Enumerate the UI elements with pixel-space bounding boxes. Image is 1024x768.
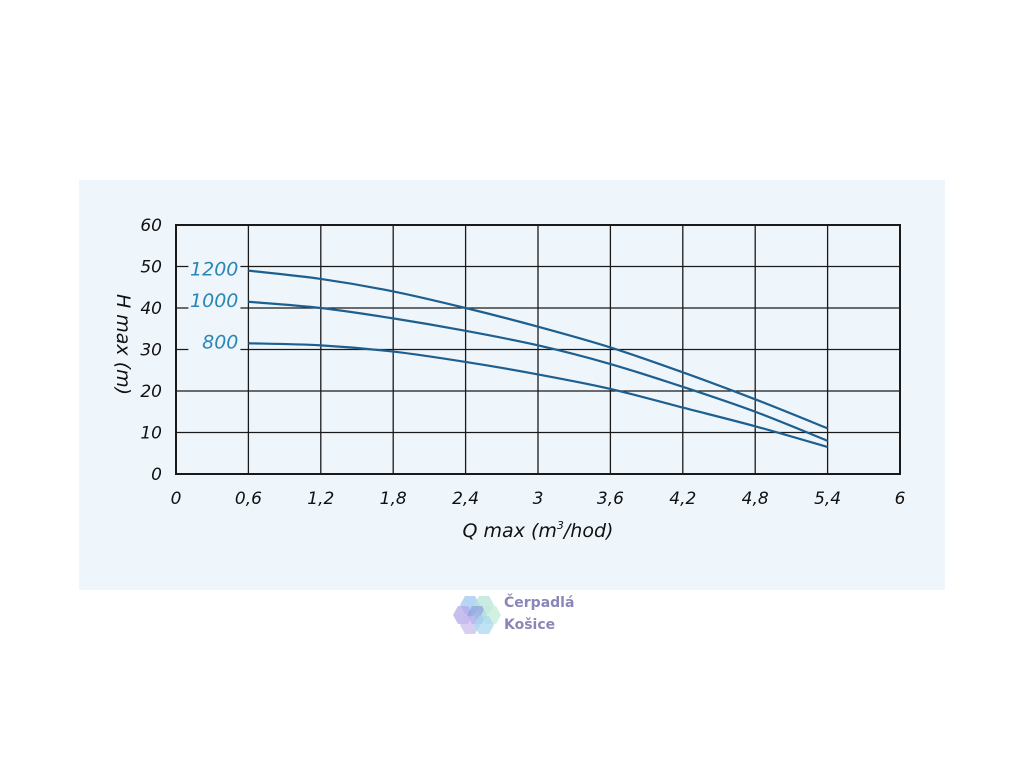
- series-line-1000: [248, 300, 829, 442]
- plot-border: [175, 224, 901, 475]
- series-labels: 1200 1000 800: [188, 257, 241, 353]
- x-tick-label: 4,2: [669, 489, 696, 509]
- series-line-1200: [248, 269, 829, 430]
- series-label-bg: [188, 288, 241, 311]
- series-line-800: [248, 342, 828, 449]
- y-tick-label: 10: [140, 424, 162, 444]
- y-tick-labels: 0 10 20 30 40 50 60: [140, 216, 162, 485]
- x-tick-label: 2,4: [452, 489, 479, 509]
- y-tick-label: 0: [151, 465, 162, 485]
- plot-frame: [175, 224, 901, 475]
- chart-panel: 0 0,6 1,2 1,8 2,4 3 3,6 4,2 4,8 5,4 6 0 10 20 30 40 50 6…: [79, 180, 945, 590]
- y-tick-label: 30: [140, 341, 162, 361]
- x-tick-label: 3: [533, 489, 544, 509]
- series-label-1200: 1200: [190, 259, 238, 281]
- y-tick-label: 50: [140, 258, 162, 278]
- pump-curve-chart: 0 0,6 1,2 1,8 2,4 3 3,6 4,2 4,8 5,4 6 0 10 20 30 40 50 6…: [112, 216, 906, 542]
- series-label-1000: 1000: [190, 290, 238, 312]
- x-axis-title: Q max (m3/hod): [463, 519, 614, 542]
- watermark-text: Čerpadlá Košice: [504, 592, 574, 636]
- y-tick-label: 20: [140, 382, 162, 402]
- y-tick-label: 60: [140, 216, 162, 236]
- series-lines: [248, 269, 829, 449]
- watermark-line-2: Košice: [504, 617, 556, 633]
- y-tick-label: 40: [140, 299, 162, 319]
- x-tick-labels: 0 0,6 1,2 1,8 2,4 3 3,6 4,2 4,8 5,4 6: [171, 489, 906, 509]
- series-label-bg: [188, 330, 241, 353]
- x-tick-label: 6: [895, 489, 906, 509]
- series-label-800: 800: [202, 331, 238, 353]
- y-axis-title: H max (m): [112, 294, 134, 395]
- watermark-logo: Čerpadlá Košice: [452, 592, 592, 640]
- x-tick-label: 4,8: [742, 489, 769, 509]
- hexagon-logo-icon: [453, 596, 501, 634]
- series-label-bg: [188, 257, 241, 280]
- x-tick-label: 0,6: [235, 489, 262, 509]
- x-tick-label: 0: [171, 489, 182, 509]
- x-tick-label: 1,8: [380, 489, 407, 509]
- x-tick-label: 5,4: [814, 489, 841, 509]
- x-tick-label: 3,6: [597, 489, 624, 509]
- x-tick-label: 1,2: [307, 489, 334, 509]
- watermark-line-1: Čerpadlá: [504, 595, 575, 611]
